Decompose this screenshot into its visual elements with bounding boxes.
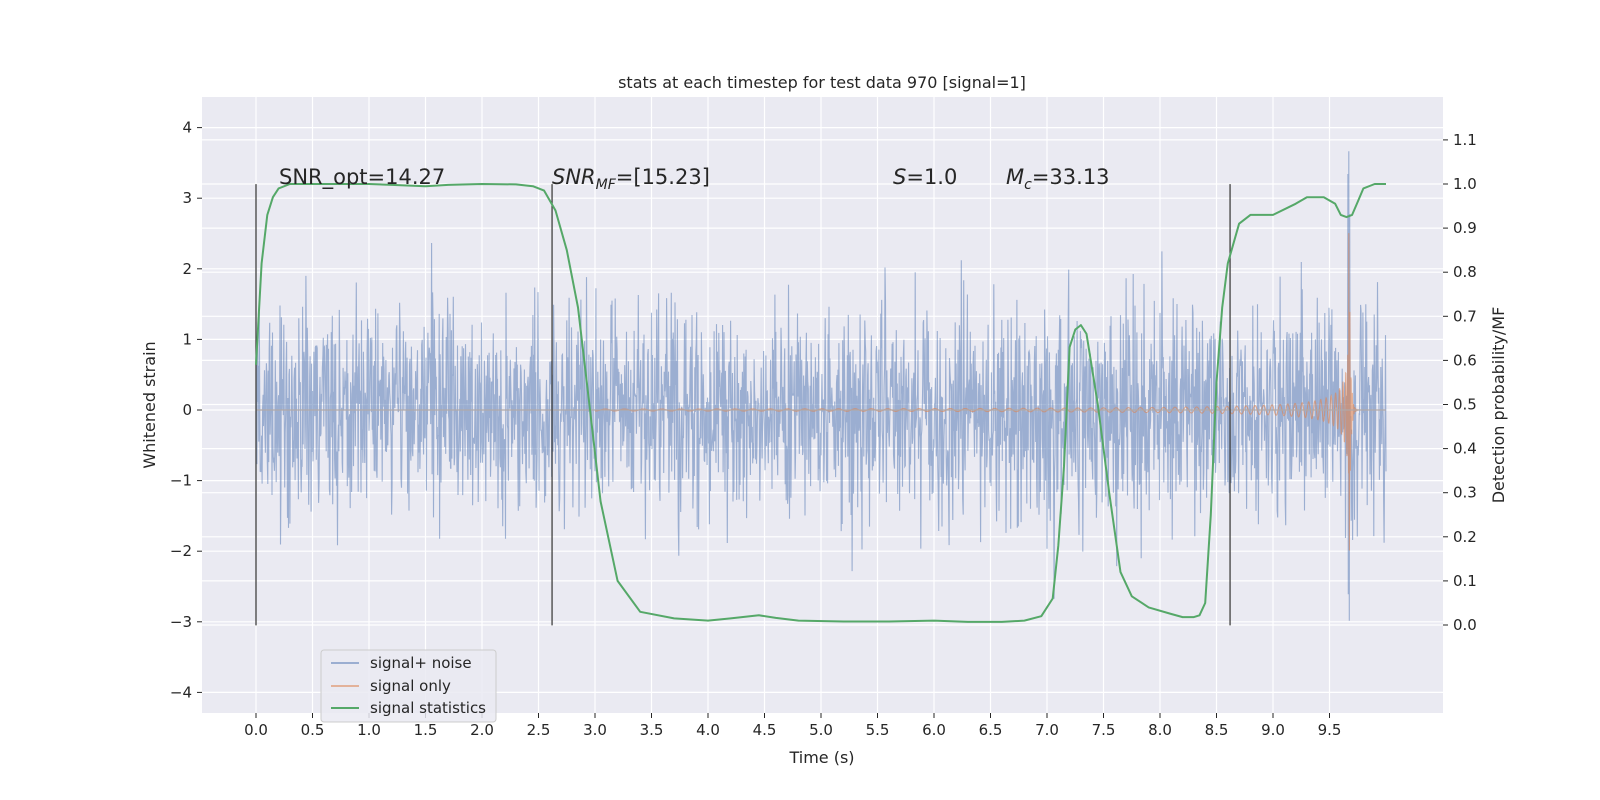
x-tick-label: 4.0 bbox=[696, 721, 720, 739]
y-right-tick-label: 0.1 bbox=[1453, 572, 1477, 590]
series-signal-noise bbox=[255, 151, 1387, 621]
series-signal-statistics bbox=[255, 183, 1386, 623]
series-signal-only bbox=[256, 233, 1386, 551]
x-tick-label: 7.5 bbox=[1092, 721, 1116, 739]
y-right-axis-label: Detection probability/MF bbox=[1489, 307, 1508, 504]
y-right-tick-label: 0.3 bbox=[1453, 484, 1477, 502]
annotation-s: S=1.0 bbox=[893, 165, 957, 189]
y-axis-label: Whitened strain bbox=[140, 341, 159, 468]
annotations: SNR_opt=14.27 SNRMF=[15.23] S=1.0 Mc=33.… bbox=[279, 165, 1110, 193]
annotation-snr-mf-sub: MF bbox=[596, 177, 617, 193]
annotation-mc-value: =33.13 bbox=[1032, 165, 1110, 189]
annotation-snr-mf-value: =[15.23] bbox=[616, 165, 710, 189]
x-tick-label: 4.5 bbox=[753, 721, 777, 739]
y-tick-label: −2 bbox=[170, 542, 192, 560]
y-right-tick-label: 0.6 bbox=[1453, 351, 1477, 369]
x-tick-label: 2.0 bbox=[470, 721, 494, 739]
y-tick-label: −1 bbox=[170, 472, 192, 490]
signal-noise-line bbox=[255, 151, 1387, 621]
x-tick-label: 3.5 bbox=[640, 721, 664, 739]
x-axis-ticks: 0.0 0.5 1.0 1.5 2.0 2.5 3.0 3.5 4.0 4.5 5.0 5.5 6.0 6… bbox=[244, 713, 1341, 739]
x-tick-label: 8.5 bbox=[1205, 721, 1229, 739]
y-right-tick-label: 0.9 bbox=[1453, 219, 1477, 237]
x-tick-label: 9.0 bbox=[1261, 721, 1285, 739]
x-tick-label: 3.0 bbox=[583, 721, 607, 739]
annotation-s-main: S bbox=[893, 165, 906, 189]
y-tick-label: 0 bbox=[182, 401, 192, 419]
y-right-tick-label: 1.0 bbox=[1453, 175, 1477, 193]
y-tick-label: 1 bbox=[182, 330, 192, 348]
x-tick-label: 6.0 bbox=[922, 721, 946, 739]
legend-label-signal-only: signal only bbox=[370, 677, 451, 695]
annotation-mc: Mc=33.13 bbox=[1006, 165, 1110, 193]
x-tick-label: 2.5 bbox=[527, 721, 551, 739]
x-tick-label: 5.5 bbox=[866, 721, 890, 739]
legend: signal+ noise signal only signal statist… bbox=[320, 649, 497, 723]
y-right-tick-label: 0.4 bbox=[1453, 440, 1477, 458]
x-tick-label: 9.5 bbox=[1318, 721, 1342, 739]
y-right-tick-label: 0.2 bbox=[1453, 528, 1477, 546]
y-tick-label: 3 bbox=[182, 189, 192, 207]
annotation-snr-opt: SNR_opt=14.27 bbox=[279, 165, 445, 190]
y-right-tick-label: 0.0 bbox=[1453, 616, 1477, 634]
y-tick-label: 2 bbox=[182, 260, 192, 278]
annotation-mc-main: M bbox=[1006, 165, 1024, 189]
x-tick-label: 7.0 bbox=[1035, 721, 1059, 739]
x-tick-label: 0.5 bbox=[301, 721, 325, 739]
chart-title: stats at each timestep for test data 970… bbox=[618, 73, 1026, 92]
x-axis-label: Time (s) bbox=[788, 748, 854, 767]
y-right-tick-label: 0.7 bbox=[1453, 307, 1477, 325]
y-axis-ticks: 4 3 2 1 0 −1 −2 −3 −4 bbox=[170, 119, 202, 701]
legend-label-signal-statistics: signal statistics bbox=[370, 699, 486, 717]
annotation-snr-mf: SNRMF=[15.23] bbox=[552, 165, 710, 193]
y-right-tick-label: 0.8 bbox=[1453, 263, 1477, 281]
y-tick-label: −3 bbox=[170, 613, 192, 631]
y-right-axis-ticks: 1.1 1.0 0.9 0.8 0.7 0.6 0.5 0.4 0.3 0.2 0.1 0.0 bbox=[1443, 131, 1477, 634]
annotation-snr-mf-main: SNR bbox=[552, 165, 596, 189]
legend-label-signal-noise: signal+ noise bbox=[370, 654, 472, 672]
x-tick-label: 6.5 bbox=[979, 721, 1003, 739]
annotation-s-value: =1.0 bbox=[906, 165, 957, 189]
y-right-tick-label: 0.5 bbox=[1453, 396, 1477, 414]
signal-statistics-line bbox=[255, 183, 1386, 623]
x-tick-label: 5.0 bbox=[809, 721, 833, 739]
annotation-mc-sub: c bbox=[1024, 177, 1032, 193]
x-tick-label: 0.0 bbox=[244, 721, 268, 739]
y-tick-label: −4 bbox=[170, 683, 192, 701]
y-tick-label: 4 bbox=[182, 119, 192, 137]
x-tick-label: 1.5 bbox=[414, 721, 438, 739]
y-right-tick-label: 1.1 bbox=[1453, 131, 1477, 149]
x-tick-label: 1.0 bbox=[357, 721, 381, 739]
x-tick-label: 8.0 bbox=[1148, 721, 1172, 739]
legend-box bbox=[320, 649, 497, 723]
